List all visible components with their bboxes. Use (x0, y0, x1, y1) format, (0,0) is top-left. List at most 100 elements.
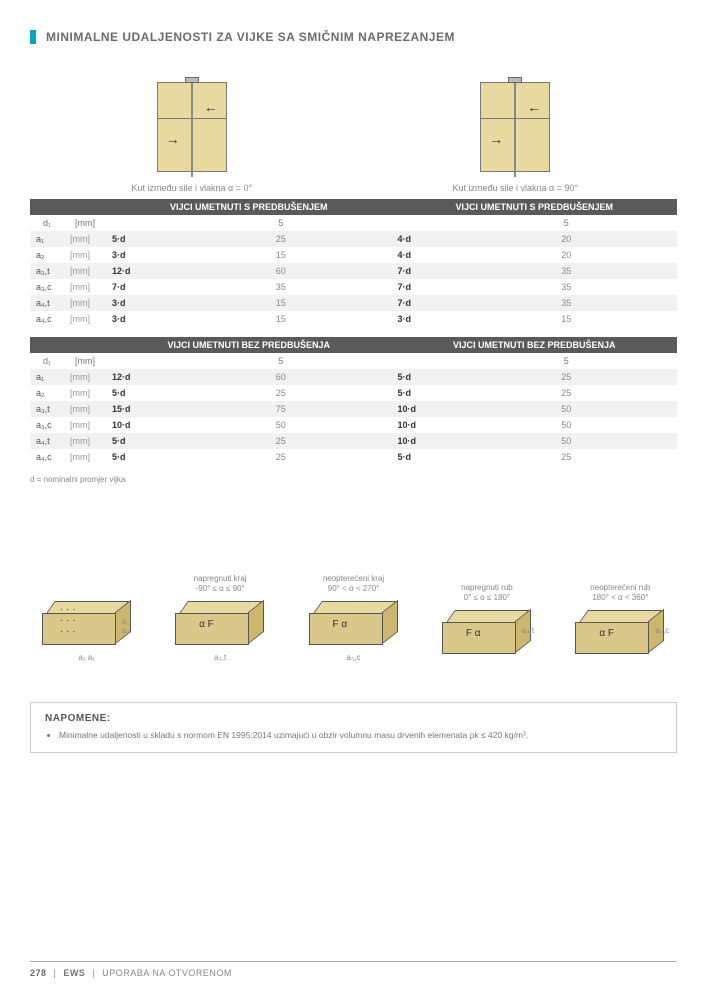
notes-heading: NAPOMENE: (45, 713, 662, 724)
cell-value: 50 (456, 401, 678, 417)
cell-mult: 5·d (106, 433, 170, 449)
cell-value: 25 (456, 369, 678, 385)
row-unit: [mm] (64, 311, 106, 327)
cell-value: 25 (170, 231, 392, 247)
cell-mult: 10·d (392, 401, 456, 417)
cell-value: 50 (456, 417, 678, 433)
row-symbol: a₄,t (30, 433, 64, 449)
screw-drawing-0deg: ←→ (157, 82, 227, 172)
diagram-bottom-label: a₁ a₁ (30, 653, 143, 662)
cell-mult: 5·d (106, 231, 170, 247)
product-code: EWS (63, 968, 85, 978)
section-name: UPORABA NA OTVORENOM (102, 968, 232, 978)
row-symbol: a₃,t (30, 263, 64, 279)
diagram-3: napregnuti rub0° ≤ α ≤ 180°F αa₄,t (430, 583, 543, 662)
screw-drawing-90deg: ←→ (480, 82, 550, 172)
row-unit: [mm] (64, 215, 106, 231)
row-symbol: a₂ (30, 247, 64, 263)
table-row: a₃,c[mm]7·d357·d35 (30, 279, 677, 295)
cell-value: 35 (456, 263, 678, 279)
cell-value: 15 (170, 247, 392, 263)
row-symbol: a₂ (30, 385, 64, 401)
table-no-predrill: VIJCI UMETNUTI BEZ PREDBUŠENJAVIJCI UMET… (30, 337, 677, 465)
cell-mult: 7·d (392, 279, 456, 295)
illustration-left: ←→ Kut između sile i vlakna α = 0° (30, 72, 354, 199)
cell-value: 75 (170, 401, 392, 417)
notes-list: Minimalne udaljenosti u skladu s normom … (45, 730, 662, 742)
title-marker (30, 30, 36, 44)
table-header-left: VIJCI UMETNUTI S PREDBUŠENJEM (106, 199, 392, 215)
row-unit: [mm] (64, 231, 106, 247)
cell-mult: 4·d (392, 231, 456, 247)
cell-value: 25 (170, 449, 392, 465)
cell-value: 25 (170, 433, 392, 449)
row-unit: [mm] (64, 247, 106, 263)
cell-value: 25 (456, 449, 678, 465)
cell-mult: 5·d (392, 385, 456, 401)
cell-value: 15 (456, 311, 678, 327)
table-row: a₂[mm]3·d154·d20 (30, 247, 677, 263)
row-unit: [mm] (64, 295, 106, 311)
table-header-right: VIJCI UMETNUTI BEZ PREDBUŠENJA (392, 337, 678, 353)
diagram-0: ·········a₂a₂a₁ a₁ (30, 575, 143, 662)
row-symbol: a₃,c (30, 279, 64, 295)
cell-mult: 10·d (392, 417, 456, 433)
illustration-right: ←→ Kut između sile i vlakna α = 90° (354, 72, 678, 199)
table-row: a₃,t[mm]12·d607·d35 (30, 263, 677, 279)
cell-value: 5 (456, 353, 678, 369)
notes-box: NAPOMENE: Minimalne udaljenosti u skladu… (30, 702, 677, 753)
row-unit: [mm] (64, 449, 106, 465)
table-row: a₃,c[mm]10·d5010·d50 (30, 417, 677, 433)
row-unit: [mm] (64, 401, 106, 417)
page-title: MINIMALNE UDALJENOSTI ZA VIJKE SA SMIČNI… (46, 30, 455, 44)
row-symbol: a₄,c (30, 311, 64, 327)
cell-value: 50 (456, 433, 678, 449)
row-unit: [mm] (64, 279, 106, 295)
cell-value: 35 (170, 279, 392, 295)
cell-mult: 15·d (106, 401, 170, 417)
diagram-1: napregnuti kraj-90° ≤ α ≤ 90° α F a₃,t (163, 574, 276, 662)
row-symbol: a₃,c (30, 417, 64, 433)
row-unit: [mm] (64, 433, 106, 449)
row-symbol: d₁ (30, 215, 64, 231)
diagram-label: neopterećeni kraj90° < α < 270° (297, 574, 410, 595)
cell-value: 5 (456, 215, 678, 231)
cell-value: 25 (170, 385, 392, 401)
diagram-label: napregnuti kraj-90° ≤ α ≤ 90° (163, 574, 276, 595)
diagram-bottom-label: a₃,t (163, 653, 276, 662)
note-item: Minimalne udaljenosti u skladu s normom … (59, 730, 662, 742)
row-unit: [mm] (64, 417, 106, 433)
cell-value: 5 (170, 353, 392, 369)
table-predrilled: VIJCI UMETNUTI S PREDBUŠENJEMVIJCI UMETN… (30, 199, 677, 327)
illustration-row: ←→ Kut između sile i vlakna α = 0° ←→ Ku… (30, 72, 677, 199)
cell-value: 60 (170, 369, 392, 385)
cell-mult: 12·d (106, 369, 170, 385)
row-unit: [mm] (64, 353, 106, 369)
cell-value: 15 (170, 295, 392, 311)
diagram-bottom-label: a₃,c (297, 653, 410, 662)
row-symbol: a₁ (30, 369, 64, 385)
cell-value: 5 (170, 215, 392, 231)
table-row: a₁[mm]5·d254·d20 (30, 231, 677, 247)
wood-block-icon: F αa₄,t (442, 610, 532, 660)
caption-left: Kut između sile i vlakna α = 0° (30, 183, 354, 193)
cell-value: 15 (170, 311, 392, 327)
cell-mult: 5·d (392, 369, 456, 385)
cell-value: 35 (456, 279, 678, 295)
wood-block-icon: α F (175, 601, 265, 651)
page-number: 278 (30, 968, 47, 978)
diagram-label: neopterećeni rub180° < α < 360° (564, 583, 677, 604)
table-row: a₄,t[mm]5·d2510·d50 (30, 433, 677, 449)
cell-value: 50 (170, 417, 392, 433)
cell-mult: 4·d (392, 247, 456, 263)
cell-value: 60 (170, 263, 392, 279)
cell-value: 20 (456, 231, 678, 247)
cell-mult: 5·d (106, 385, 170, 401)
table-header-right: VIJCI UMETNUTI S PREDBUŠENJEM (392, 199, 678, 215)
cell-mult: 7·d (392, 295, 456, 311)
table-row: a₃,t[mm]15·d7510·d50 (30, 401, 677, 417)
wood-block-icon: F α (309, 601, 399, 651)
cell-mult: 5·d (106, 449, 170, 465)
row-symbol: a₃,t (30, 401, 64, 417)
table-row: a₄,t[mm]3·d157·d35 (30, 295, 677, 311)
